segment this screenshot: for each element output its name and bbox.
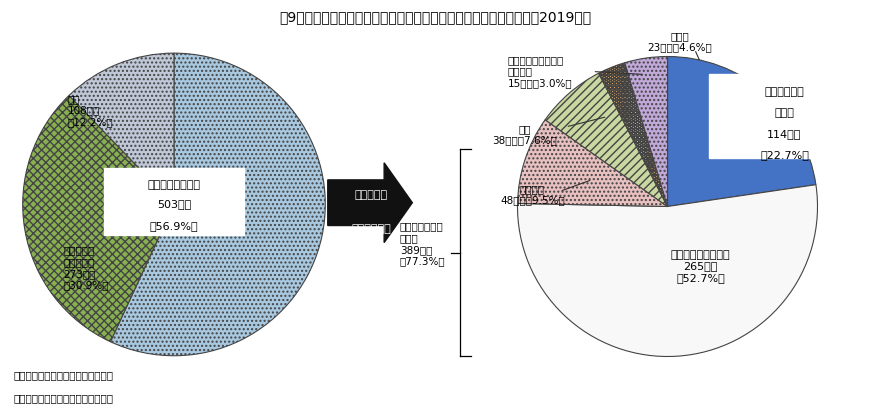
Text: 労働者派遣事業所の
派遣社員
15万人（3.0%）: 労働者派遣事業所の 派遣社員 15万人（3.0%） (507, 55, 572, 88)
Text: 契約社員
48万人（9.5%）: 契約社員 48万人（9.5%） (500, 184, 564, 205)
Text: 注）割合は内訳の合計に占める割合: 注）割合は内訳の合計に占める割合 (13, 393, 113, 403)
Text: 正規の職員・: 正規の職員・ (764, 88, 804, 97)
Wedge shape (110, 53, 325, 356)
Text: 114万人: 114万人 (766, 130, 800, 140)
FancyBboxPatch shape (104, 168, 243, 235)
Wedge shape (517, 185, 817, 356)
FancyArrow shape (328, 163, 412, 242)
Text: 役員
108万人
（12.2%）: 役員 108万人 （12.2%） (68, 94, 114, 127)
Text: 自営業主・
家族従業者
273万人
（30.9%）: 自営業主・ 家族従業者 273万人 （30.9%） (63, 246, 109, 290)
Text: 資料：「労働力調査」（詳細集計）: 資料：「労働力調査」（詳細集計） (13, 370, 113, 380)
Text: 503万人: 503万人 (156, 199, 191, 209)
Text: 役員を除く: 役員を除く (355, 190, 388, 200)
Text: パート・アルバイト
265万人
（52.7%）: パート・アルバイト 265万人 （52.7%） (670, 250, 729, 283)
Wedge shape (598, 63, 667, 206)
Wedge shape (667, 57, 815, 206)
Text: 従業員: 従業員 (773, 109, 793, 119)
Wedge shape (517, 120, 667, 206)
Text: （56.9%）: （56.9%） (149, 221, 198, 230)
Text: 役員を除く雇用者: 役員を除く雇用者 (148, 180, 200, 190)
Text: 雇用者の内訳: 雇用者の内訳 (351, 224, 391, 234)
Wedge shape (624, 57, 667, 206)
FancyBboxPatch shape (709, 74, 851, 159)
Wedge shape (23, 95, 174, 342)
Wedge shape (69, 53, 174, 204)
Text: （22.7%）: （22.7%） (760, 150, 808, 161)
Wedge shape (545, 73, 667, 206)
Text: 非正規の職員・
従業員
389万人
（77.3%）: 非正規の職員・ 従業員 389万人 （77.3%） (400, 222, 445, 266)
Text: その他
23万人（4.6%）: その他 23万人（4.6%） (647, 31, 711, 52)
Text: 嘱託
38万人（7.6%）: 嘱託 38万人（7.6%） (492, 124, 557, 145)
Text: 図9　従業上の地位別高齢就業者及び雇用形態別高齢雇用者の内訳（2019年）: 図9 従業上の地位別高齢就業者及び雇用形態別高齢雇用者の内訳（2019年） (279, 10, 590, 24)
